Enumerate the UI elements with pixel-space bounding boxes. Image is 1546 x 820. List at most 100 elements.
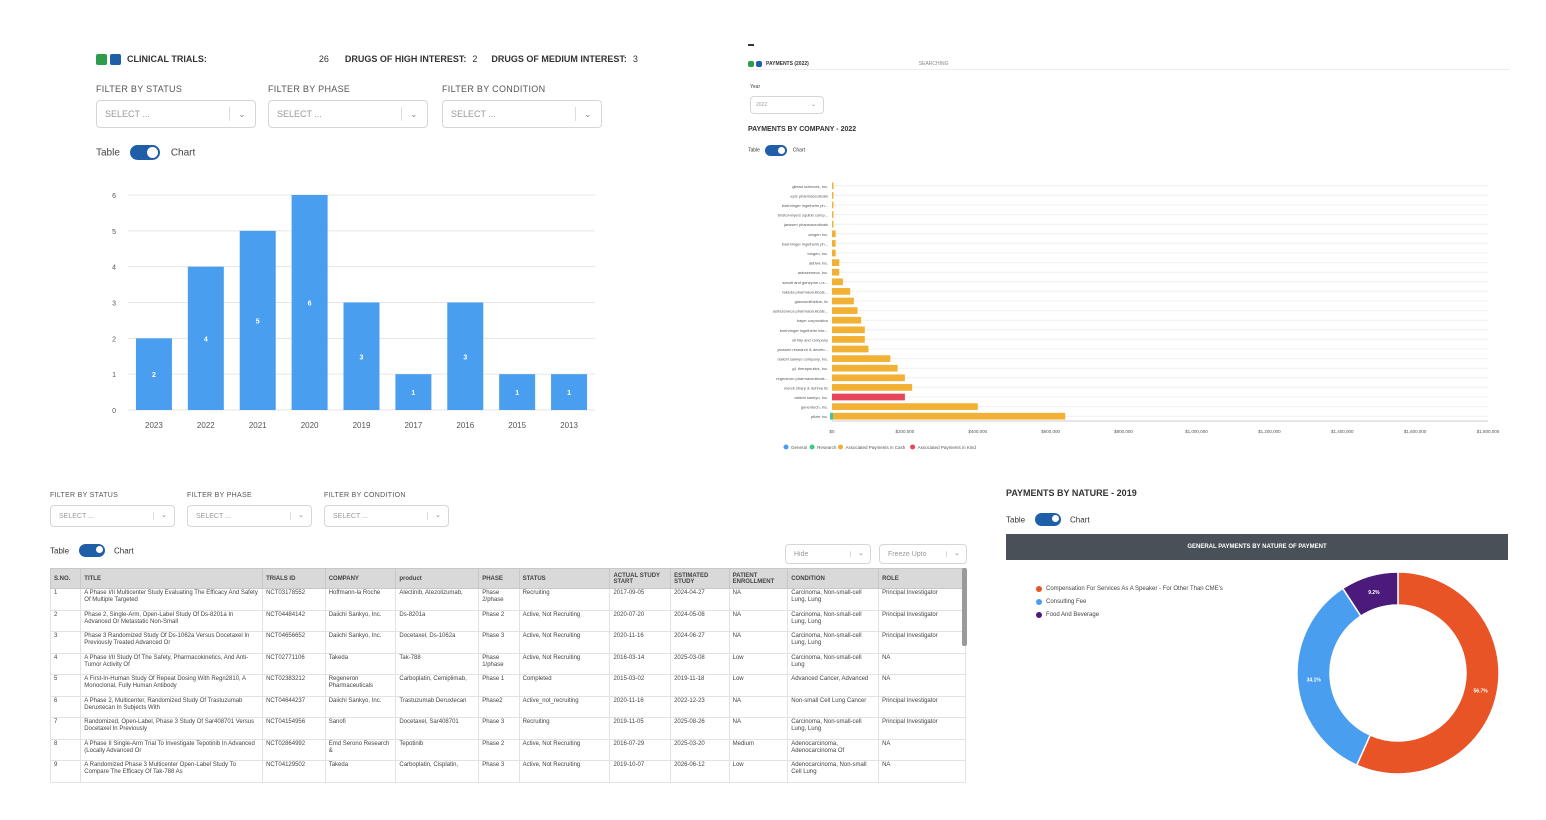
x-tick-label: 2013 (560, 421, 578, 430)
chevron-down-icon: ⌄ (858, 550, 864, 557)
table-cell: NCT04656652 (262, 631, 326, 654)
bar-segment[interactable] (832, 345, 869, 353)
table-cell: A Phase II Single-Arm Trial To Investiga… (80, 738, 264, 761)
column-header[interactable]: product (395, 568, 480, 589)
donut-slice[interactable] (1355, 571, 1500, 775)
hide-columns-select[interactable]: Hide ⌄ (785, 544, 871, 564)
bar-segment[interactable] (832, 384, 913, 391)
bar-data-label: 3 (463, 354, 467, 361)
column-header[interactable]: STATUS (518, 568, 611, 589)
bar-segment[interactable] (830, 412, 833, 420)
table-filter-status-select[interactable]: SELECT ... ⌄ (50, 505, 175, 527)
table-cell: NCT04644237 (262, 695, 326, 718)
bar-segment[interactable] (832, 364, 898, 372)
bar[interactable] (187, 266, 224, 410)
table-chart-toggle[interactable] (78, 544, 105, 558)
table-cell: A First-In-Human Study Of Repeat Dosing … (80, 674, 264, 697)
bar[interactable] (343, 302, 380, 411)
bar[interactable] (499, 374, 536, 410)
filter-condition-select[interactable]: SELECT ... ⌄ (442, 100, 602, 128)
filter-phase-select[interactable]: SELECT ... ⌄ (268, 100, 428, 128)
table-filter-condition-select[interactable]: SELECT ... ⌄ (324, 505, 449, 527)
bar-segment[interactable] (832, 297, 854, 305)
bar-segment[interactable] (832, 307, 858, 314)
chevron-down-icon: ⌄ (410, 109, 418, 119)
payments-header-label: PAYMENTS (2022) (766, 60, 809, 67)
bar-segment[interactable] (832, 278, 843, 286)
bar-segment[interactable] (832, 211, 834, 218)
table-row[interactable]: 7 Randomized, Open-Label, Phase 3 Study O… (49, 717, 966, 740)
bar[interactable] (447, 302, 484, 411)
column-header[interactable]: COMPANY (324, 568, 397, 589)
bar-segment[interactable] (832, 403, 978, 410)
bar-segment[interactable] (832, 268, 840, 276)
bar-segment[interactable] (832, 412, 1066, 420)
bar-segment[interactable] (832, 374, 905, 382)
column-header[interactable]: ROLE (878, 568, 966, 589)
bar-segment[interactable] (832, 355, 891, 362)
table-scrollbar[interactable] (962, 568, 967, 646)
table-cell: Carboplatin, Cemiplimab, (395, 674, 480, 697)
table-chart-toggle[interactable] (1034, 513, 1061, 527)
filter-phase: FILTER BY PHASE SELECT ... ⌄ (268, 84, 428, 128)
legend-item[interactable]: Food And Beverage (1036, 608, 1266, 621)
table-cell: NCT02864992 (262, 738, 326, 761)
table-cell: 2019-11-18 (670, 674, 730, 697)
column-header[interactable]: ACTUAL STUDY START (609, 568, 672, 589)
bar-segment[interactable] (832, 249, 836, 257)
donut-slice[interactable] (1341, 571, 1399, 618)
column-header[interactable]: TRIALS ID (262, 568, 326, 589)
bar-segment[interactable] (832, 182, 834, 190)
table-row[interactable]: 2 Phase 2, Single-Arm, Open-Label Study O… (49, 609, 966, 632)
bar-segment[interactable] (832, 288, 851, 295)
bar-segment[interactable] (832, 393, 905, 401)
bar-segment[interactable] (832, 240, 836, 247)
year-select[interactable]: 2022 ⌄ (750, 96, 824, 114)
bar-segment[interactable] (832, 192, 834, 199)
bar-segment[interactable] (832, 259, 840, 266)
table-row[interactable]: 3 Phase 3 Randomized Study Of Ds-1062a Ve… (49, 631, 966, 654)
column-header[interactable]: CONDITION (787, 568, 880, 589)
bar[interactable] (291, 195, 328, 410)
table-cell: 2016-07-29 (609, 738, 672, 761)
bar-segment[interactable] (832, 326, 865, 334)
table-chart-toggle[interactable] (765, 145, 788, 156)
filter-status-select[interactable]: SELECT ... ⌄ (96, 100, 256, 128)
freeze-columns-select[interactable]: Freeze Upto ⌄ (879, 544, 967, 564)
table-filter-condition: FILTER BY CONDITION SELECT ... ⌄ (324, 492, 449, 527)
toggle-label-table: Table (50, 546, 70, 556)
table-chart-toggle[interactable] (130, 145, 161, 161)
table-cell: Trastuzumab Deruxtecan (395, 695, 480, 718)
column-header[interactable]: ESTIMATED STUDY (670, 568, 730, 589)
bar[interactable] (395, 374, 432, 410)
table-filter-phase-select[interactable]: SELECT ... ⌄ (187, 505, 312, 527)
bar-segment[interactable] (832, 220, 834, 228)
legend-item[interactable]: Consulting Fee (1036, 595, 1266, 608)
table-cell: 2016-03-14 (609, 652, 672, 675)
bar-segment[interactable] (832, 230, 836, 238)
bar-segment[interactable] (832, 316, 862, 324)
legend-dot-icon (783, 444, 789, 450)
column-header[interactable]: PATIENT ENROLLMENT (728, 568, 789, 589)
bar[interactable] (551, 374, 588, 410)
bar[interactable] (239, 230, 276, 410)
table-cell: A Randomized Phase 3 Multicenter Open-La… (80, 760, 264, 783)
table-cell: Phase 2/phase (478, 588, 520, 611)
company-label: abbvie inc. (809, 261, 828, 266)
x-tick-label: $600,000 (1041, 429, 1060, 434)
legend-item[interactable]: Compensation For Services As A Speaker -… (1036, 582, 1266, 595)
column-header[interactable]: PHASE (478, 568, 520, 589)
bar[interactable] (135, 338, 172, 410)
column-header[interactable]: S.NO. (49, 568, 82, 589)
bar-segment[interactable] (832, 336, 865, 343)
table-cell: NA (728, 631, 789, 654)
column-header[interactable]: TITLE (80, 568, 264, 589)
chevron-down-icon: ⌄ (238, 109, 246, 119)
bar-segment[interactable] (832, 201, 834, 209)
